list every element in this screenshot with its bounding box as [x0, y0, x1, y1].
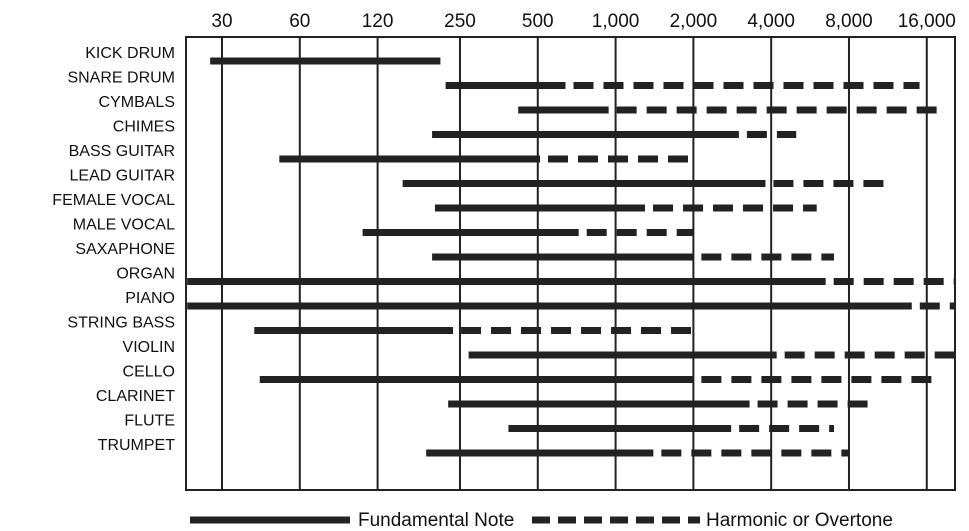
x-axis-tick-labels: 30 60 120 250 500 1,000 2,000 4,000 8,000 16,000: [211, 11, 955, 32]
instrument-label: CHIMES: [113, 119, 175, 136]
instrument-label: STRING BASS: [67, 315, 175, 332]
range-bars: [187, 57, 955, 457]
grid-lines: [221, 37, 928, 490]
legend-harmonic-label: Harmonic or Overtone: [706, 510, 893, 531]
x-tick-label: 16,000: [898, 11, 956, 32]
instrument-label: TRUMPET: [98, 437, 176, 454]
instrument-label: SNARE DRUM: [67, 70, 175, 87]
instrument-label: CLARINET: [96, 388, 175, 405]
instrument-label: ORGAN: [116, 266, 175, 283]
x-tick-label: 250: [444, 11, 476, 32]
instrument-label: KICK DRUM: [85, 45, 175, 62]
legend: Fundamental Note Harmonic or Overtone: [190, 510, 893, 531]
instrument-labels: KICK DRUM SNARE DRUM CYMBALS CHIMES BASS GUI…: [52, 45, 175, 454]
x-tick-label: 120: [362, 11, 394, 32]
x-tick-label: 4,000: [747, 11, 795, 32]
legend-fundamental-label: Fundamental Note: [358, 510, 514, 531]
instrument-label: FLUTE: [124, 413, 175, 430]
instrument-label: VIOLIN: [123, 339, 175, 356]
instrument-label: CYMBALS: [99, 94, 175, 111]
x-tick-label: 8,000: [825, 11, 873, 32]
instrument-label: MALE VOCAL: [73, 217, 175, 234]
instrument-label: FEMALE VOCAL: [52, 192, 175, 209]
instrument-label: BASS GUITAR: [69, 143, 175, 160]
x-tick-label: 30: [211, 11, 232, 32]
instrument-label: LEAD GUITAR: [70, 168, 176, 185]
x-tick-label: 2,000: [670, 11, 718, 32]
x-tick-label: 60: [289, 11, 310, 32]
instrument-label: CELLO: [123, 364, 175, 381]
x-tick-label: 1,000: [592, 11, 640, 32]
plot-frame: [185, 36, 956, 491]
x-tick-label: 500: [522, 11, 554, 32]
instrument-label: SAXAPHONE: [75, 241, 175, 258]
instrument-label: PIANO: [125, 290, 175, 307]
